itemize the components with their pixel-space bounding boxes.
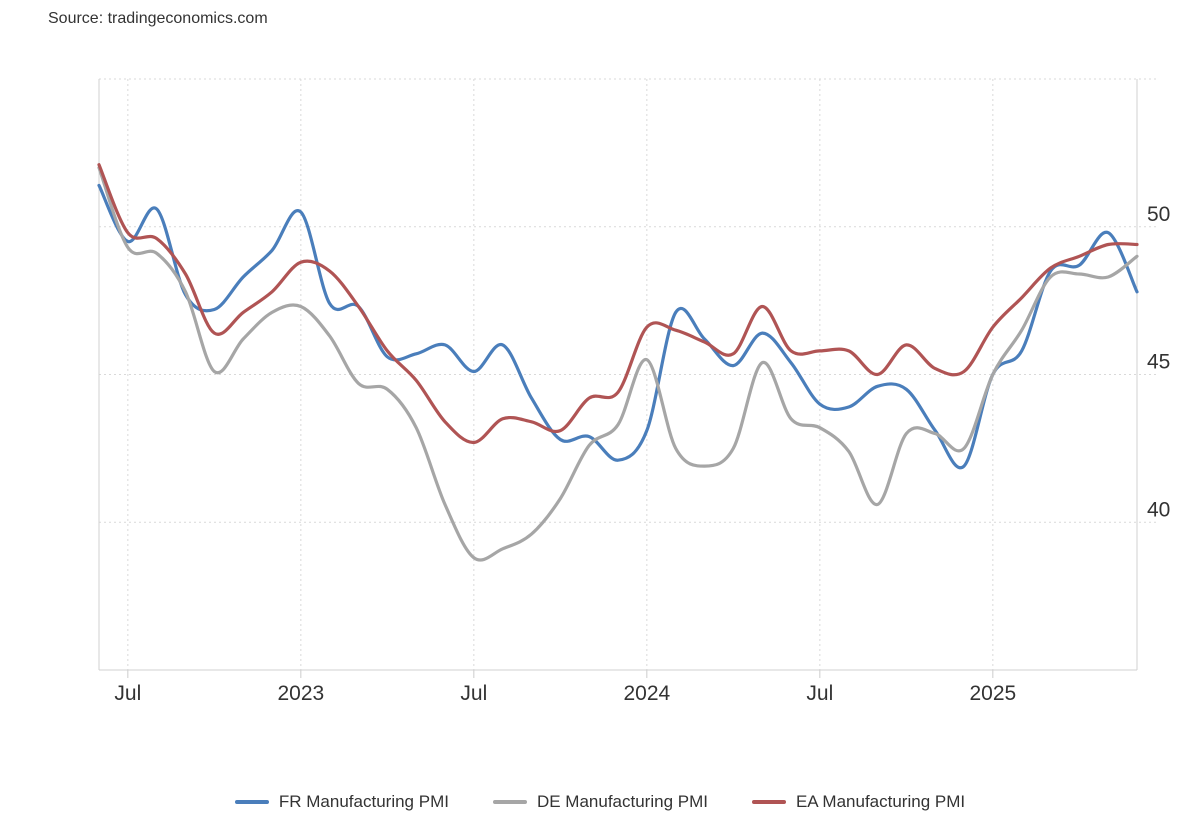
series-line-fr-manufacturing-pmi: [97, 183, 1139, 470]
legend-swatch: [751, 800, 786, 804]
x-tick-label: Jul: [806, 682, 833, 705]
legend-swatch: [492, 800, 527, 804]
x-tick-label: Jul: [114, 682, 141, 705]
x-tick-label: Jul: [460, 682, 487, 705]
legend-label: DE Manufacturing PMI: [536, 792, 708, 811]
legend-item-ea-manufacturing-pmi[interactable]: EA Manufacturing PMI: [751, 792, 966, 812]
tick-labels: 40 45 50 Jul 2023 Jul 2024 Jul 2025: [114, 203, 1170, 705]
legend-label: EA Manufacturing PMI: [795, 792, 966, 811]
legend-label: FR Manufacturing PMI: [278, 792, 449, 811]
series-lines: [97, 163, 1139, 562]
y-tick-label: 45: [1147, 351, 1170, 374]
series-line-ea-manufacturing-pmi: [97, 163, 1139, 445]
axes: [98, 79, 1138, 678]
x-tick-label: 2025: [969, 682, 1016, 705]
chart-legend: FR Manufacturing PMI DE Manufacturing PMI…: [0, 792, 1200, 812]
x-tick-label: 2023: [277, 682, 324, 705]
series-line-de-manufacturing-pmi: [97, 166, 1139, 562]
legend-item-fr-manufacturing-pmi[interactable]: FR Manufacturing PMI: [234, 792, 449, 812]
y-tick-label: 50: [1147, 203, 1170, 226]
legend-swatch: [234, 800, 269, 804]
source-label: Source: tradingeconomics.com: [48, 10, 268, 27]
x-tick-label: 2024: [623, 682, 670, 705]
y-tick-label: 40: [1147, 498, 1170, 521]
pmi-line-chart: 40 45 50 Jul 2023 Jul 2024 Jul 2025: [97, 78, 1170, 705]
legend-item-de-manufacturing-pmi[interactable]: DE Manufacturing PMI: [492, 792, 708, 812]
